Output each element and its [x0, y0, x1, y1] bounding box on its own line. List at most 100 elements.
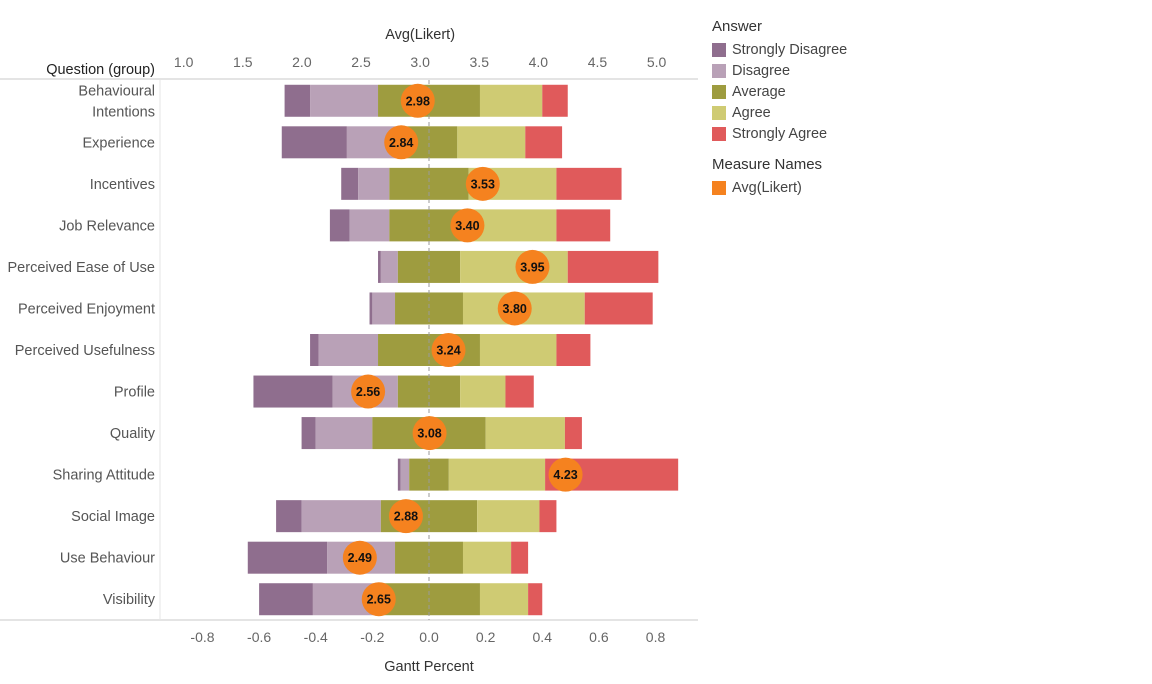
- legend-label: Strongly Agree: [732, 125, 828, 142]
- category-label: Job Relevance: [59, 218, 155, 234]
- bar-segment-agree: [479, 334, 557, 366]
- row-header: Question (group): [46, 62, 155, 78]
- bar-segment-strongly-agree: [564, 417, 582, 450]
- bottom-axis-tick-label: 0.8: [646, 629, 666, 645]
- category-label: Experience: [82, 135, 155, 151]
- bar-segment-agree: [448, 458, 546, 491]
- bar-segment-disagree: [349, 209, 390, 242]
- bar-segment-disagree: [310, 84, 379, 117]
- legend-item: Average: [712, 81, 1012, 102]
- bar-segment-strongly-agree: [511, 541, 529, 574]
- bar-segment-disagree: [301, 500, 381, 533]
- bar-segment-strongly-disagree: [397, 458, 401, 491]
- bar-segment-agree: [460, 250, 568, 283]
- category-label: Sharing Attitude: [53, 468, 155, 484]
- avg-likert-label: 3.80: [503, 302, 527, 316]
- bar-segment-disagree: [380, 250, 398, 283]
- category-label: Behavioural Intentions: [78, 83, 155, 120]
- avg-likert-dot: [548, 457, 583, 492]
- bar-segment-strongly-disagree: [253, 375, 333, 408]
- category-label: Profile: [114, 385, 155, 401]
- bar-segment-strongly-agree: [584, 292, 653, 325]
- bottom-axis-tick-label: -0.6: [247, 629, 271, 645]
- avg-likert-dot: [351, 374, 386, 409]
- top-axis-tick-label: 2.5: [351, 54, 371, 70]
- bottom-axis-tick-label: 0.2: [476, 629, 496, 645]
- bottom-axis-tick-label: 0.0: [419, 629, 439, 645]
- bar-segment-strongly-agree: [542, 84, 568, 117]
- bar-segment-strongly-disagree: [259, 583, 313, 616]
- top-axis-tick-label: 1.5: [233, 54, 253, 70]
- avg-likert-dot: [342, 540, 377, 575]
- bar-segment-agree: [485, 417, 565, 450]
- bar-segment-strongly-disagree: [329, 209, 350, 242]
- bottom-axis-tick-label: 0.4: [533, 629, 553, 645]
- chart-canvas: Avg(Likert) 1.0 1.5 2.0 2.5 3.0 3.5 4.0 4.5 5.0 Qu…: [0, 27, 698, 675]
- legend-item: Disagree: [712, 60, 1012, 81]
- avg-likert-label: 3.53: [471, 177, 495, 191]
- legend-label: Disagree: [732, 62, 791, 79]
- avg-likert-label: 2.56: [356, 385, 380, 399]
- bar-segment-strongly-disagree: [281, 126, 347, 159]
- top-axis-tick-label: 2.0: [292, 54, 312, 70]
- legend: Answer Strongly Disagree Disagree Average A…: [712, 18, 1012, 198]
- avg-likert-label: 4.23: [553, 468, 577, 482]
- category-label: Perceived Usefulness: [15, 343, 155, 359]
- measure-legend-title: Measure Names: [712, 156, 823, 173]
- avg-likert-dot: [400, 83, 435, 118]
- bar-segment-strongly-agree: [525, 126, 563, 159]
- avg-likert-dot: [384, 125, 419, 160]
- category-label: Perceived Enjoyment: [18, 301, 155, 317]
- bottom-axis-tick-label: 0.6: [589, 629, 609, 645]
- top-axis-title: Avg(Likert): [385, 27, 455, 43]
- avg-likert-dot: [450, 208, 485, 243]
- bar-segment-strongly-disagree: [369, 292, 373, 325]
- bar-segment-disagree: [400, 458, 410, 491]
- category-label: Incentives: [90, 177, 155, 193]
- avg-likert-dot: [515, 249, 550, 284]
- category-label: Use Behaviour: [60, 551, 155, 567]
- top-axis-tick-label: 3.5: [470, 54, 490, 70]
- legend-swatch: [712, 126, 726, 141]
- avg-likert-label: 2.65: [367, 593, 391, 607]
- top-axis-tick-label: 1.0: [174, 54, 194, 70]
- bar-segment-strongly-disagree: [247, 541, 328, 574]
- bar-segment-agree: [457, 126, 526, 159]
- bar-segment-agree: [460, 375, 506, 408]
- bar-segment-strongly-agree: [567, 250, 659, 283]
- bar-segment-agree: [479, 583, 529, 616]
- legend-title: Answer: [712, 18, 763, 35]
- avg-likert-dot: [465, 166, 500, 201]
- bar-segment-agree: [462, 541, 512, 574]
- bottom-axis-tick-label: -0.2: [360, 629, 384, 645]
- category-label: Perceived Ease of Use: [8, 260, 156, 276]
- legend-label: Agree: [732, 104, 771, 121]
- category-label: Social Image: [71, 509, 155, 525]
- bar-segment-strongly-disagree: [276, 500, 302, 533]
- measure-legend-item: Avg(Likert): [712, 177, 1012, 198]
- legend-swatch: [712, 63, 726, 78]
- avg-likert-dot: [361, 582, 396, 617]
- bottom-axis-title: Gantt Percent: [384, 659, 473, 675]
- avg-likert-label: 3.95: [520, 260, 544, 274]
- bar-segment-disagree: [358, 167, 390, 200]
- category-label: Quality: [110, 426, 156, 442]
- bar-segment-strongly-agree: [528, 583, 543, 616]
- bar-segment-strongly-disagree: [378, 250, 381, 283]
- legend-swatch: [712, 105, 726, 120]
- bar-segment-strongly-agree: [556, 209, 611, 242]
- legend-label: Strongly Disagree: [732, 41, 848, 58]
- bar-segment-strongly-agree: [556, 334, 591, 366]
- top-axis-tick-label: 4.5: [588, 54, 608, 70]
- avg-likert-label: 2.98: [406, 94, 430, 108]
- measure-legend-swatch: [712, 180, 726, 195]
- bar-segment-strongly-agree: [505, 375, 534, 408]
- legend-item: Strongly Agree: [712, 123, 1012, 144]
- bar-segment-strongly-disagree: [284, 84, 311, 117]
- bar-segment-agree: [479, 84, 543, 117]
- bar-segment-disagree: [315, 417, 373, 450]
- category-label: Visibility: [103, 592, 156, 608]
- top-axis-tick-label: 4.0: [529, 54, 549, 70]
- avg-likert-dot: [388, 499, 423, 534]
- bar-segment-strongly-agree: [556, 167, 622, 200]
